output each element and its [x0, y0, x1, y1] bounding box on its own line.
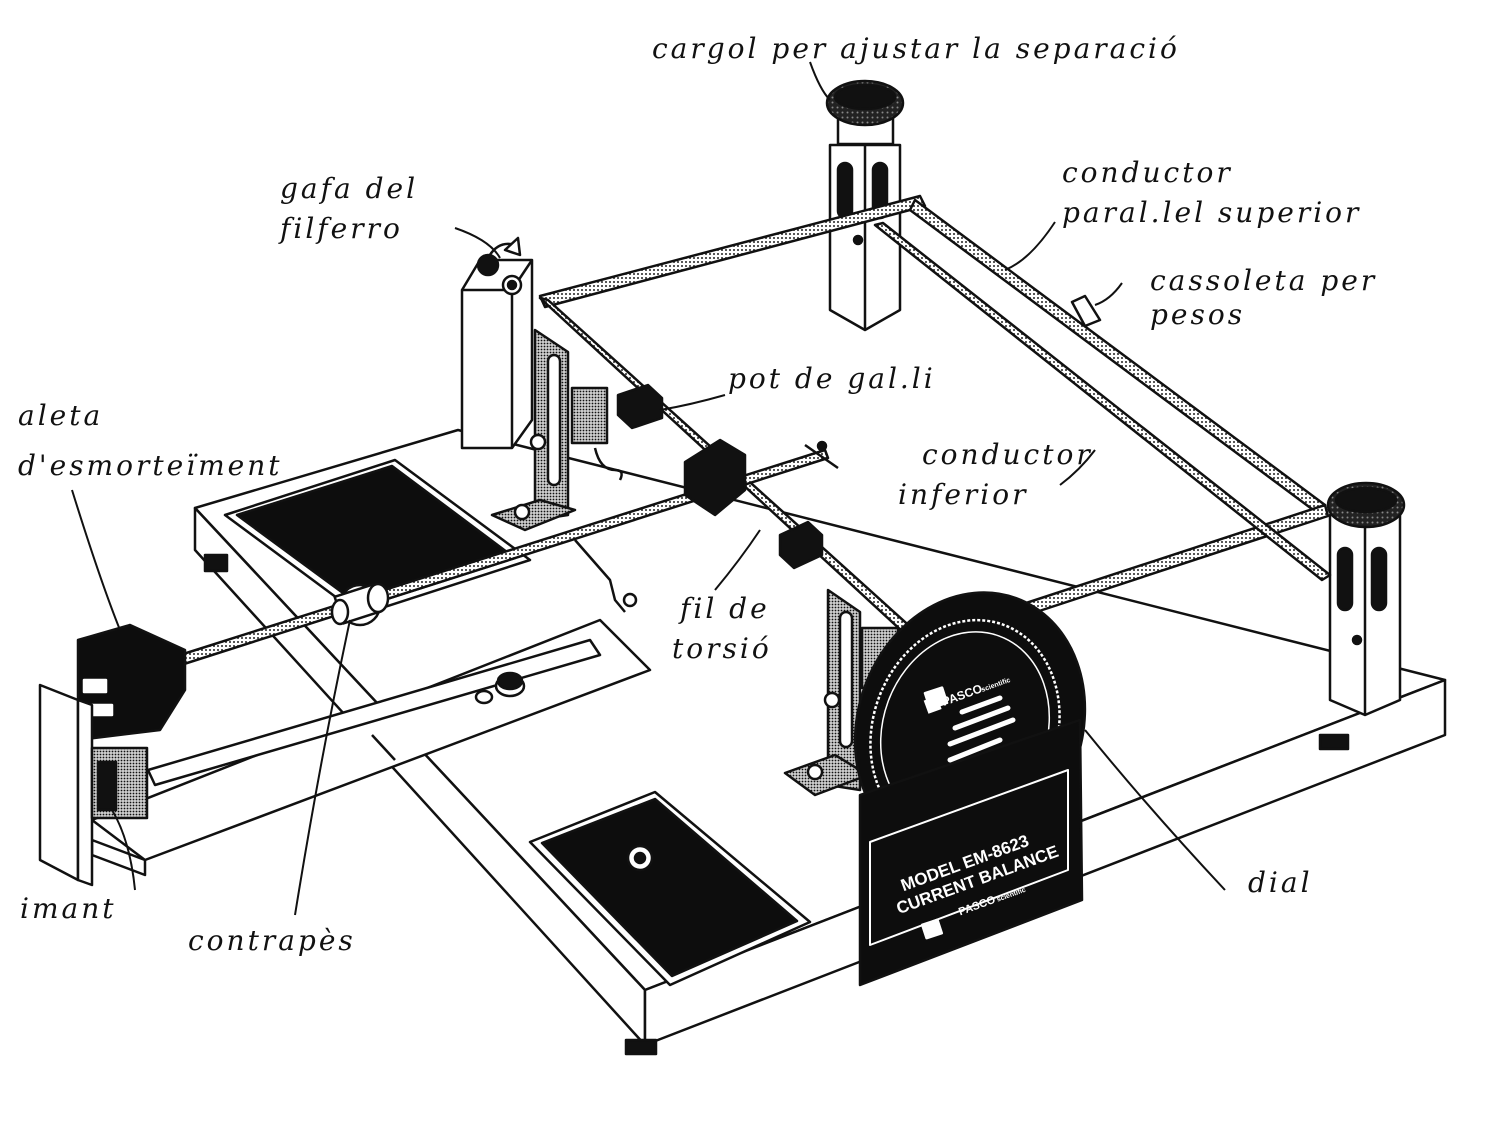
leader-lines [71, 61, 1226, 916]
pasco-logo-icon [923, 695, 942, 714]
label-cassoleta-line1: cassoleta per [1150, 264, 1377, 297]
label-aleta-line1: aleta [18, 399, 103, 432]
magnet-housing [38, 683, 149, 887]
label-cassoleta-line2: pesos [1150, 298, 1245, 331]
label-conductor-sup-line2: paral.lel superior [1062, 196, 1361, 229]
back-right-post [825, 79, 905, 332]
left-pivot-bracket [490, 328, 638, 613]
name-plate [858, 686, 1084, 987]
label-conductor-inf-line2: inferior [898, 478, 1029, 511]
label-conductor-sup-line1: conductor [1062, 156, 1233, 189]
label-dial: dial [1248, 866, 1313, 899]
label-aleta-line2: d'esmorteïment [18, 449, 283, 482]
pad-front [528, 790, 812, 987]
label-contrapes: contrapès [188, 924, 356, 957]
torsion-wire [178, 438, 839, 666]
label-cargol: cargol per ajustar la separació [652, 32, 1180, 65]
label-gafa-line2: filferro [278, 212, 403, 245]
damping-vane [76, 623, 187, 742]
wire-clip [486, 236, 522, 259]
label-pot: pot de gal.li [728, 362, 936, 395]
labels: cargol per ajustar la separació gafa del… [18, 32, 1377, 957]
front-right-post [1326, 481, 1406, 717]
label-fil-line2: torsió [672, 632, 772, 665]
label-imant: imant [20, 892, 116, 925]
gallium-pot [616, 383, 824, 570]
left-back-post [460, 253, 534, 450]
label-fil-line1: fil de [678, 592, 770, 625]
label-gafa-line1: gafa del [280, 172, 418, 205]
label-conductor-inf-line1: conductor [922, 438, 1093, 471]
